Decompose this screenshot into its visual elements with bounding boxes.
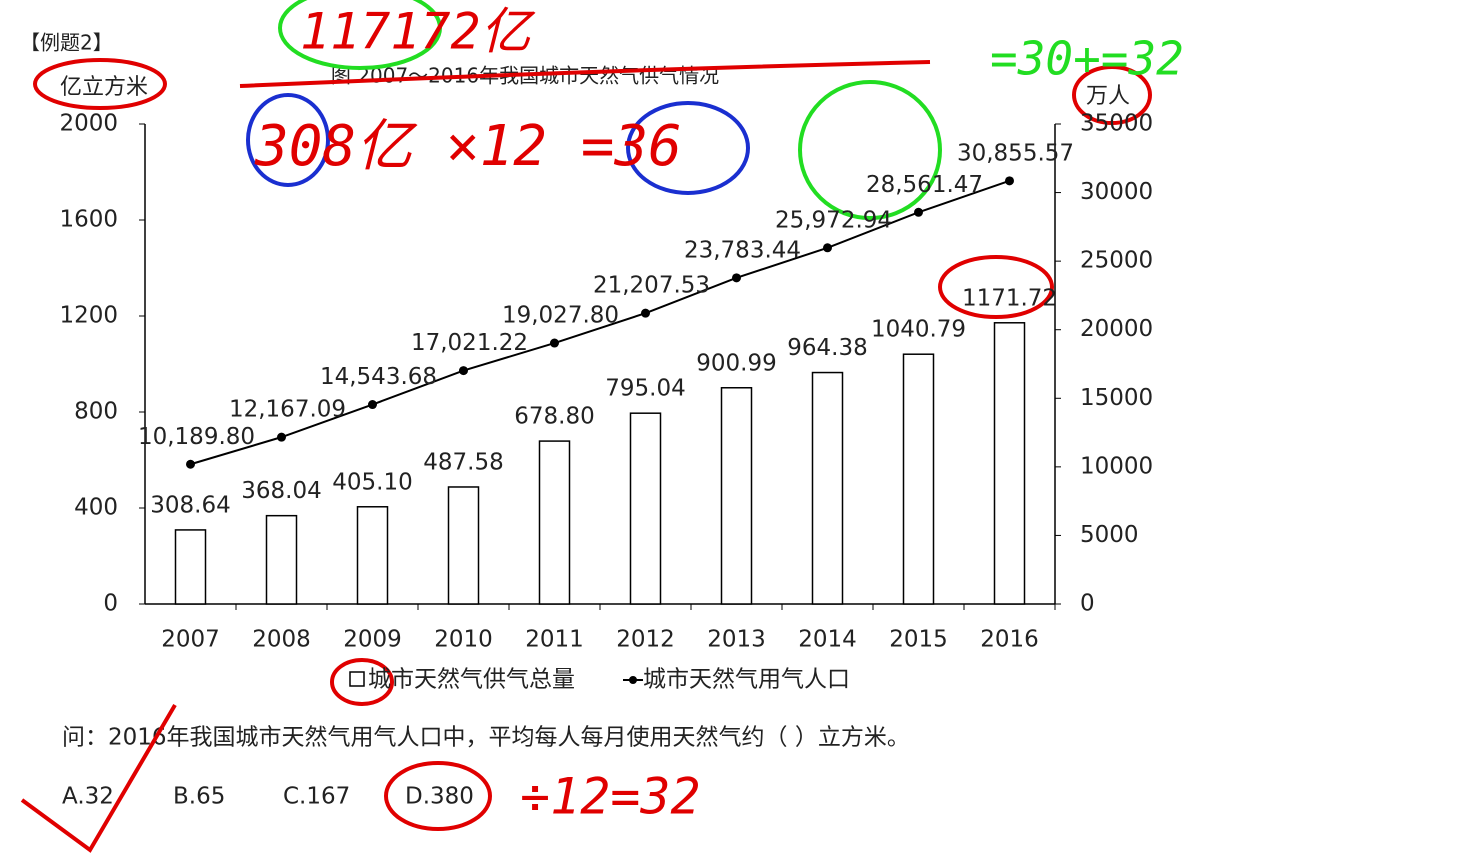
x-tick-label: 2011 xyxy=(525,627,584,653)
legend-label: 城市天然气用气人口 xyxy=(643,667,850,693)
ink-circle xyxy=(33,58,167,110)
line-value-label: 23,783.44 xyxy=(684,237,801,263)
y2-tick-label: 5000 xyxy=(1080,522,1139,548)
x-tick-label: 2010 xyxy=(434,627,493,653)
bar-value-label: 1171.72 xyxy=(962,285,1057,311)
y2-tick-label: 30000 xyxy=(1080,179,1153,205)
line-point xyxy=(186,459,195,469)
line xyxy=(190,179,1010,466)
ink-circle xyxy=(278,0,442,70)
line-point xyxy=(550,338,559,348)
line-value-label: 25,972.94 xyxy=(775,207,892,233)
bar xyxy=(993,322,1026,605)
answer-option: D.380 xyxy=(405,784,474,810)
bar xyxy=(174,529,207,605)
ink-circle xyxy=(626,101,750,195)
x-tick-label: 2015 xyxy=(889,627,948,653)
y-tick-label: 2000 xyxy=(59,111,118,137)
x-tick-label: 2016 xyxy=(980,627,1039,653)
line-value-label: 10,189.80 xyxy=(138,424,255,450)
handwritten-note: 308亿 ×12 =36 xyxy=(254,114,682,179)
bar xyxy=(447,486,480,605)
bar xyxy=(265,514,298,605)
bar-value-label: 308.64 xyxy=(150,492,230,518)
y-tick-label: 400 xyxy=(74,495,118,521)
bar xyxy=(629,412,662,605)
example-tag: 【例题2】 xyxy=(20,31,113,55)
ink-circle xyxy=(384,761,492,831)
line-point xyxy=(732,273,741,283)
ink-circle xyxy=(798,80,942,220)
x-tick-label: 2013 xyxy=(707,627,766,653)
line-point xyxy=(823,243,832,253)
bar-value-label: 405.10 xyxy=(332,469,412,495)
line-value-label: 30,855.57 xyxy=(957,140,1074,166)
bar-value-label: 487.58 xyxy=(423,449,503,475)
line-value-label: 14,543.68 xyxy=(320,364,437,390)
y2-tick-label: 25000 xyxy=(1080,248,1153,274)
x-tick-label: 2009 xyxy=(343,627,402,653)
x-tick-label: 2014 xyxy=(798,627,857,653)
bar xyxy=(811,371,844,605)
ink-marks xyxy=(20,0,1152,853)
bar xyxy=(720,387,753,605)
y-tick-label: 1200 xyxy=(59,303,118,329)
y-tick-label: 1600 xyxy=(59,207,118,233)
bar-value-label: 1040.79 xyxy=(871,317,966,343)
ink-check xyxy=(20,703,177,853)
legend-swatch xyxy=(629,676,637,684)
y2-tick-label: 15000 xyxy=(1080,385,1153,411)
line-point xyxy=(914,207,923,217)
y-tick-label: 800 xyxy=(74,399,118,425)
handwritten-note: =30+=32 xyxy=(990,32,1184,86)
x-tick-label: 2012 xyxy=(616,627,675,653)
y-tick-label: 0 xyxy=(103,591,118,617)
line-point xyxy=(1005,176,1014,186)
line-point xyxy=(641,308,650,318)
bar-value-label: 368.04 xyxy=(241,478,321,504)
x-tick-label: 2007 xyxy=(161,627,220,653)
line-point xyxy=(459,366,468,376)
y-axis-unit: 亿立方米 xyxy=(60,75,148,100)
bar xyxy=(902,353,935,605)
bar-value-label: 900.99 xyxy=(696,350,776,376)
bar xyxy=(538,440,571,605)
ink-stroke xyxy=(239,60,931,88)
answer-option: C.167 xyxy=(283,784,350,810)
legend-label: 城市天然气供气总量 xyxy=(368,667,575,693)
question-text: 问：2016年我国城市天然气用气人口中，平均每人每月使用天然气约（ ）立方米。 xyxy=(62,725,910,751)
y2-tick-label: 20000 xyxy=(1080,316,1153,342)
handwritten-note: ÷12=32 xyxy=(520,768,701,826)
y2-axis-unit: 万人 xyxy=(1086,84,1130,109)
y2-tick-label: 10000 xyxy=(1080,453,1153,479)
y2-tick-label: 0 xyxy=(1080,591,1095,617)
handwritten-note: 117172亿 xyxy=(300,3,536,61)
line-value-label: 28,561.47 xyxy=(866,172,983,198)
ink-circle xyxy=(1072,65,1152,125)
ink-circle xyxy=(246,93,330,187)
line-point xyxy=(368,400,377,410)
legend-swatch xyxy=(349,671,365,687)
line-value-label: 17,021.22 xyxy=(411,330,528,356)
bar-value-label: 678.80 xyxy=(514,404,594,430)
answer-option: B.65 xyxy=(173,784,225,810)
bar-value-label: 964.38 xyxy=(787,335,867,361)
ink-circle xyxy=(330,658,394,706)
ink-circle xyxy=(938,255,1054,319)
line-value-label: 19,027.80 xyxy=(502,303,619,329)
y2-tick-label: 35000 xyxy=(1080,111,1153,137)
line-value-label: 21,207.53 xyxy=(593,273,710,299)
line-point xyxy=(277,432,286,442)
x-tick-label: 2008 xyxy=(252,627,311,653)
bar xyxy=(356,506,389,605)
answer-option: A.32 xyxy=(62,784,114,810)
bar-value-label: 795.04 xyxy=(605,376,685,402)
line-value-label: 12,167.09 xyxy=(229,397,346,423)
